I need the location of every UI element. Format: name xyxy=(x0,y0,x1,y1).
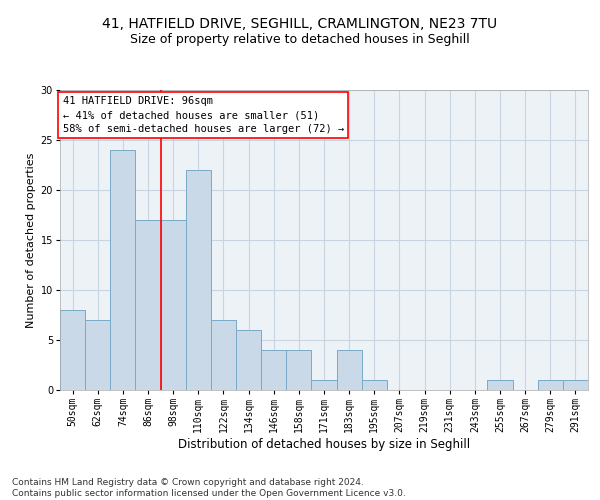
Y-axis label: Number of detached properties: Number of detached properties xyxy=(26,152,37,328)
Bar xyxy=(487,380,512,390)
Text: Size of property relative to detached houses in Seghill: Size of property relative to detached ho… xyxy=(130,32,470,46)
Bar xyxy=(563,380,588,390)
Bar xyxy=(136,220,161,390)
Text: Contains HM Land Registry data © Crown copyright and database right 2024.
Contai: Contains HM Land Registry data © Crown c… xyxy=(12,478,406,498)
Bar xyxy=(211,320,236,390)
Bar xyxy=(286,350,311,390)
Bar xyxy=(261,350,286,390)
Text: 41 HATFIELD DRIVE: 96sqm
← 41% of detached houses are smaller (51)
58% of semi-d: 41 HATFIELD DRIVE: 96sqm ← 41% of detach… xyxy=(62,96,344,134)
Bar xyxy=(85,320,110,390)
Bar xyxy=(337,350,362,390)
Bar xyxy=(362,380,387,390)
Bar xyxy=(236,330,261,390)
Bar xyxy=(538,380,563,390)
Bar xyxy=(110,150,136,390)
Bar xyxy=(186,170,211,390)
Bar xyxy=(60,310,85,390)
X-axis label: Distribution of detached houses by size in Seghill: Distribution of detached houses by size … xyxy=(178,438,470,451)
Bar xyxy=(161,220,186,390)
Text: 41, HATFIELD DRIVE, SEGHILL, CRAMLINGTON, NE23 7TU: 41, HATFIELD DRIVE, SEGHILL, CRAMLINGTON… xyxy=(103,18,497,32)
Bar xyxy=(311,380,337,390)
